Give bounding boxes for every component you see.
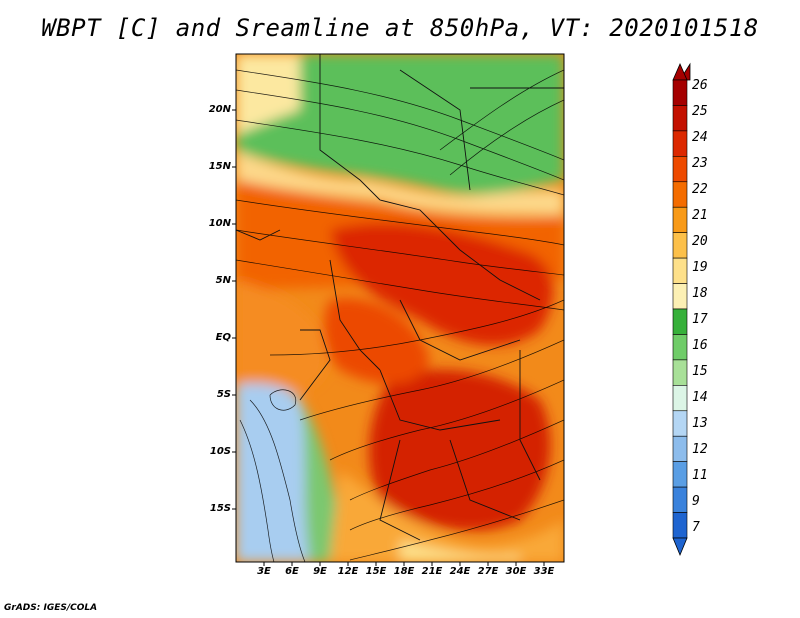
colorbar-bottom-arrow bbox=[672, 537, 688, 557]
lon-label: 18E bbox=[393, 566, 415, 577]
lat-label: 15S bbox=[209, 503, 231, 514]
colorbar-cell bbox=[672, 512, 688, 539]
colorbar-label: 15 bbox=[692, 364, 708, 379]
map-frame bbox=[235, 53, 565, 563]
lon-label: 33E bbox=[533, 566, 555, 577]
colorbar-cell bbox=[672, 461, 688, 488]
colorbar-cell bbox=[672, 308, 688, 335]
lon-label: 12E bbox=[337, 566, 359, 577]
colorbar-label: 22 bbox=[692, 182, 708, 197]
colorbar-label: 21 bbox=[692, 208, 708, 223]
colorbar-label: 20 bbox=[692, 234, 708, 249]
lon-label: 15E bbox=[365, 566, 387, 577]
lat-label: 10S bbox=[209, 446, 231, 457]
colorbar-label: 14 bbox=[692, 390, 708, 405]
colorbar-cell bbox=[672, 435, 688, 462]
colorbar-cell bbox=[672, 385, 688, 412]
lon-label: 21E bbox=[421, 566, 443, 577]
lon-label: 6E bbox=[285, 566, 299, 577]
colorbar-cell bbox=[672, 359, 688, 386]
colorbar-cell bbox=[672, 130, 688, 157]
colorbar-cell bbox=[672, 79, 688, 106]
colorbar-label: 24 bbox=[692, 130, 708, 145]
colorbar-label: 17 bbox=[692, 312, 708, 327]
colorbar-label: 16 bbox=[692, 338, 708, 353]
colorbar-label: 18 bbox=[692, 286, 708, 301]
lon-label: 24E bbox=[449, 566, 471, 577]
lat-label: 5N bbox=[215, 275, 231, 286]
colorbar-label: 7 bbox=[692, 520, 700, 535]
lon-label: 3E bbox=[257, 566, 271, 577]
colorbar-cell bbox=[672, 334, 688, 361]
lat-label: 10N bbox=[208, 218, 231, 229]
colorbar-cell bbox=[672, 206, 688, 233]
lat-label: EQ bbox=[215, 332, 231, 343]
colorbar-cell bbox=[672, 232, 688, 259]
colorbar-cell bbox=[672, 283, 688, 310]
axis-ticks bbox=[232, 109, 545, 566]
colorbar-label: 9 bbox=[692, 494, 700, 509]
lon-label: 9E bbox=[313, 566, 327, 577]
colorbar bbox=[672, 62, 691, 557]
colorbar-label: 26 bbox=[692, 78, 708, 93]
grads-credit: GrADS: IGES/COLA bbox=[4, 603, 98, 613]
lat-label: 15N bbox=[208, 161, 231, 172]
map-title: WBPT [C] and Sreamline at 850hPa, VT: 20… bbox=[41, 14, 759, 42]
lon-label: 30E bbox=[505, 566, 527, 577]
map-field bbox=[236, 54, 564, 562]
colorbar-cell bbox=[672, 181, 688, 208]
colorbar-label: 19 bbox=[692, 260, 708, 275]
lon-label: 27E bbox=[477, 566, 499, 577]
colorbar-label: 11 bbox=[692, 468, 708, 483]
colorbar-label: 23 bbox=[692, 156, 708, 171]
colorbar-cell bbox=[672, 257, 688, 284]
lat-label: 20N bbox=[208, 104, 231, 115]
colorbar-cell bbox=[672, 410, 688, 437]
colorbar-cell bbox=[672, 156, 688, 183]
colorbar-cell bbox=[672, 105, 688, 132]
colorbar-cell bbox=[672, 486, 688, 513]
colorbar-label: 25 bbox=[692, 104, 708, 119]
lat-label: 5S bbox=[216, 389, 231, 400]
colorbar-label: 13 bbox=[692, 416, 708, 431]
colorbar-label: 12 bbox=[692, 442, 708, 457]
